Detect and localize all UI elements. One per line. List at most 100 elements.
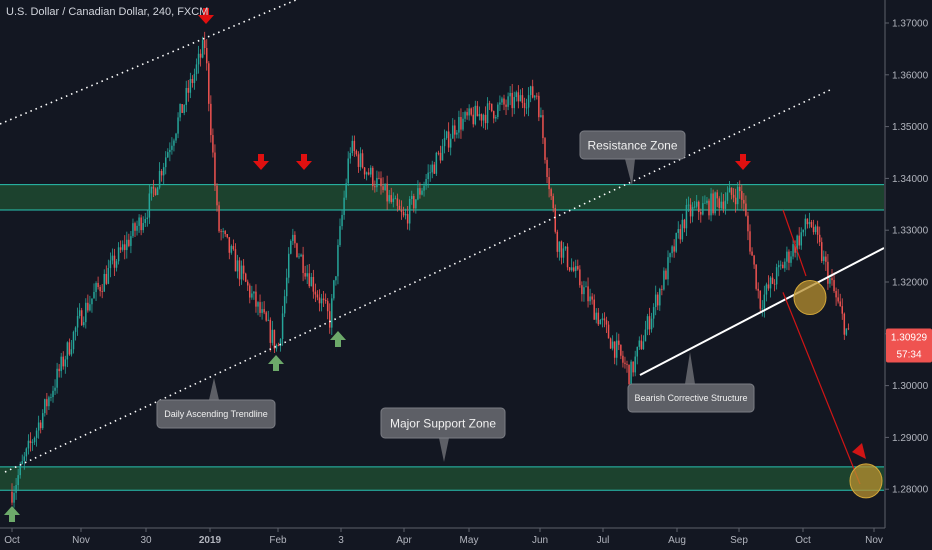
candle-body <box>558 241 561 252</box>
candle-body <box>603 318 606 321</box>
candle-body <box>203 40 206 48</box>
candle-body <box>113 255 116 268</box>
candle-body <box>599 319 602 325</box>
candle-body <box>527 95 530 108</box>
candle-body <box>76 315 79 328</box>
candle-body <box>575 266 577 272</box>
candle-body <box>312 276 315 292</box>
x-tick-label: Sep <box>730 535 748 546</box>
candle-body <box>419 188 421 195</box>
candle-body <box>370 167 372 175</box>
candle-body <box>228 237 231 253</box>
candle-body <box>121 244 124 250</box>
candle-body <box>191 78 194 83</box>
price-tag-countdown: 57:34 <box>896 349 921 360</box>
candle-body <box>792 244 794 257</box>
x-tick-label: 30 <box>140 535 152 546</box>
candle-body <box>525 107 528 109</box>
candle-body <box>523 102 526 108</box>
candle-body <box>259 302 261 313</box>
candle-body <box>136 225 138 231</box>
candle-body <box>23 456 26 462</box>
candle-body <box>675 232 677 252</box>
candle-body <box>265 312 267 321</box>
candle-body <box>659 288 661 306</box>
candle-body <box>324 299 327 302</box>
bearish-structure-callout-pointer <box>685 352 695 384</box>
candle-body <box>70 349 73 355</box>
candle-body <box>722 201 725 209</box>
candle-body <box>152 186 155 189</box>
candle-body <box>234 249 237 272</box>
y-tick-label: 1.35000 <box>892 122 929 133</box>
candle-body <box>650 318 653 330</box>
zones-layer <box>0 184 884 491</box>
candle-body <box>339 226 341 246</box>
candle-body <box>372 167 374 187</box>
candle-body <box>331 298 333 328</box>
candle-body <box>493 111 495 119</box>
resistance-zone <box>0 184 884 210</box>
trendline-callout-pointer <box>209 378 219 400</box>
target-circle <box>793 280 827 316</box>
candle-body <box>31 442 34 444</box>
candle-body <box>195 64 198 74</box>
candle-body <box>685 204 688 229</box>
candle-body <box>654 294 657 308</box>
candle-body <box>33 437 36 443</box>
projection-line <box>782 292 861 485</box>
candle-body <box>657 294 659 306</box>
candle-body <box>683 219 686 229</box>
candle-body <box>595 312 597 320</box>
candle-body <box>835 291 837 298</box>
candle-body <box>162 167 165 176</box>
candle-body <box>458 117 460 133</box>
candle-body <box>845 328 848 335</box>
candle-body <box>408 198 411 224</box>
candle-body <box>423 185 425 191</box>
chart-header-title: U.S. Dollar / Canadian Dollar, 240, FXCM <box>6 6 209 18</box>
candle-body <box>93 291 95 299</box>
candle-body <box>117 247 120 262</box>
candle-body <box>232 246 235 250</box>
y-tick-label: 1.36000 <box>892 70 929 81</box>
candle-body <box>626 363 628 365</box>
candle-body <box>119 247 122 250</box>
down-arrow-icon <box>198 8 214 24</box>
candle-body <box>281 313 284 339</box>
candle-body <box>37 422 40 431</box>
candle-body <box>150 186 153 194</box>
candle-body <box>230 246 233 253</box>
candle-body <box>400 209 403 212</box>
candle-body <box>341 214 343 227</box>
candle-body <box>345 183 347 198</box>
candle-body <box>396 198 399 206</box>
candle-body <box>661 288 663 290</box>
candle-body <box>355 150 358 155</box>
candle-body <box>634 356 636 373</box>
candle-body <box>333 280 335 299</box>
candle-body <box>347 158 349 184</box>
candle-body <box>394 198 397 200</box>
candle-body <box>210 103 212 136</box>
candle-body <box>786 251 788 262</box>
candle-body <box>128 239 130 246</box>
candle-body <box>283 296 286 314</box>
candle-body <box>279 338 282 346</box>
candle-body <box>411 196 413 199</box>
x-tick-label: Jul <box>597 535 610 546</box>
candle-body <box>499 102 501 105</box>
candle-body <box>95 282 97 292</box>
candle-body <box>763 294 766 309</box>
candle-body <box>765 284 768 295</box>
candle-body <box>181 104 183 113</box>
candle-body <box>302 254 304 274</box>
up-arrow-icon <box>4 506 20 522</box>
candle-body <box>665 270 667 280</box>
candle-body <box>78 310 81 316</box>
candle-body <box>460 117 462 130</box>
candle-body <box>847 328 850 330</box>
candle-body <box>546 159 548 178</box>
y-tick-label: 1.32000 <box>892 278 929 289</box>
